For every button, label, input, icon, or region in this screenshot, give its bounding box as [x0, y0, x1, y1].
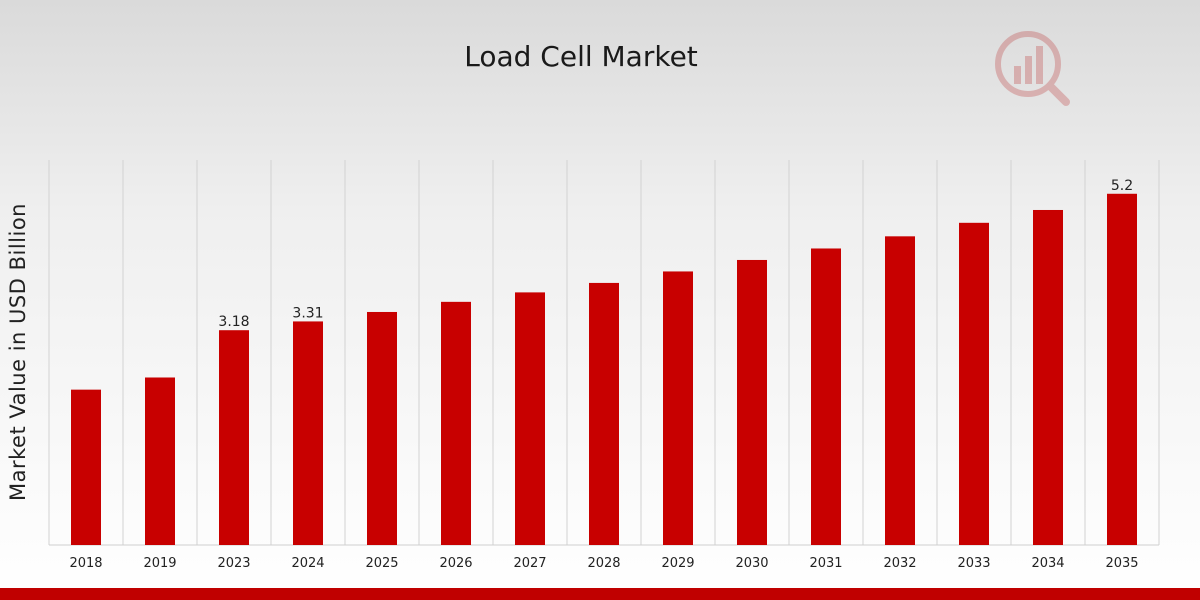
x-tick-label-2024: 2024	[291, 556, 324, 571]
bottom-accent-bar	[0, 588, 1200, 600]
x-tick-label-2028: 2028	[587, 556, 620, 571]
x-tick-label-2023: 2023	[217, 556, 250, 571]
bar-2035	[1107, 193, 1137, 546]
bar-2018	[71, 389, 101, 545]
bars	[71, 193, 1137, 546]
bar-2026	[441, 301, 471, 545]
bar-2034	[1033, 209, 1063, 545]
x-tick-label-2030: 2030	[735, 556, 768, 571]
x-tick-label-2034: 2034	[1031, 556, 1064, 571]
data-labels: 3.18 3.31 5.2	[218, 178, 1133, 330]
bar-2029	[663, 271, 693, 545]
data-label-2024: 3.31	[292, 305, 323, 321]
bar-2025	[367, 311, 397, 545]
x-tick-labels: 2018 2019 2023 2024 2025 2026 2027 2028 2029 2030…	[69, 556, 1138, 571]
bar-2031	[811, 248, 841, 545]
bar-2024	[293, 321, 323, 545]
bar-2033	[959, 222, 989, 545]
bar-2027	[515, 292, 545, 545]
bar-2032	[885, 236, 915, 545]
bar-2019	[145, 377, 175, 545]
x-tick-label-2032: 2032	[883, 556, 916, 571]
data-label-2023: 3.18	[218, 314, 249, 330]
x-tick-label-2025: 2025	[365, 556, 398, 571]
x-tick-label-2019: 2019	[143, 556, 176, 571]
bar-2028	[589, 282, 619, 545]
x-tick-label-2029: 2029	[661, 556, 694, 571]
chart-title: Load Cell Market	[464, 40, 698, 73]
x-tick-label-2031: 2031	[809, 556, 842, 571]
x-tick-label-2026: 2026	[439, 556, 472, 571]
bar-2030	[737, 259, 767, 545]
bar-2023	[219, 330, 249, 545]
data-label-2035: 5.2	[1111, 178, 1133, 194]
x-tick-label-2033: 2033	[957, 556, 990, 571]
market-research-logo-icon	[995, 31, 1070, 106]
x-tick-label-2018: 2018	[69, 556, 102, 571]
x-tick-label-2027: 2027	[513, 556, 546, 571]
gridlines	[48, 160, 1160, 546]
x-tick-label-2035: 2035	[1105, 556, 1138, 571]
